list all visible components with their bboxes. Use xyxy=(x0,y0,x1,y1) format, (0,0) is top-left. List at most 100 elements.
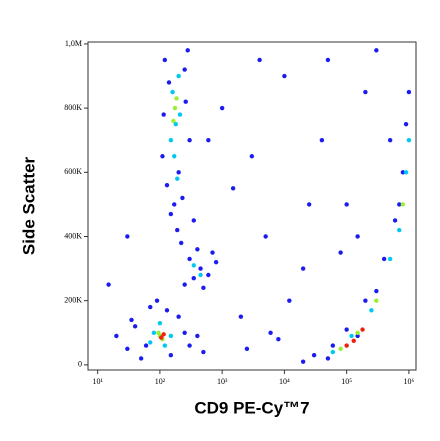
event-point xyxy=(183,99,188,104)
event-point xyxy=(374,288,379,294)
event-point xyxy=(344,343,349,348)
event-point xyxy=(175,176,180,181)
event-point xyxy=(230,186,236,191)
event-point xyxy=(363,298,368,303)
event-point xyxy=(360,327,365,332)
event-point xyxy=(170,89,175,95)
event-point xyxy=(161,112,166,117)
event-point xyxy=(164,182,170,188)
event-point xyxy=(148,340,153,345)
event-point xyxy=(355,234,360,239)
event-point xyxy=(397,202,402,207)
event-point xyxy=(369,308,374,313)
event-point xyxy=(168,353,174,358)
x-tick-label: 10¹ xyxy=(92,377,103,386)
event-point xyxy=(179,240,184,246)
x-axis-title: CD9 PE-Cy™7 xyxy=(194,398,309,417)
event-point xyxy=(132,324,138,329)
event-point xyxy=(355,330,360,335)
event-point xyxy=(330,343,336,348)
event-point xyxy=(276,336,281,342)
event-point xyxy=(114,333,119,339)
event-point xyxy=(143,343,149,348)
event-point xyxy=(191,218,196,223)
event-point xyxy=(403,121,409,127)
event-point xyxy=(159,335,164,340)
event-point xyxy=(191,276,196,281)
event-point xyxy=(325,57,331,63)
event-point xyxy=(125,346,130,352)
x-tick-label: 10³ xyxy=(217,377,228,386)
event-point xyxy=(156,330,161,335)
event-point xyxy=(182,330,187,335)
x-tick-label: 10² xyxy=(155,377,166,386)
event-point xyxy=(176,170,181,175)
event-point xyxy=(257,57,262,63)
event-point xyxy=(168,138,174,143)
event-point xyxy=(195,333,200,339)
event-point xyxy=(330,349,336,355)
event-point xyxy=(129,317,134,323)
event-point xyxy=(263,234,268,239)
event-point xyxy=(157,320,163,326)
event-point xyxy=(168,333,174,339)
event-point xyxy=(187,343,192,348)
event-point xyxy=(176,73,181,79)
event-point xyxy=(198,266,203,271)
event-point xyxy=(392,218,398,223)
event-point xyxy=(164,308,170,313)
event-point xyxy=(151,330,157,335)
y-tick-label: 1,0M xyxy=(65,39,82,48)
event-point xyxy=(172,154,177,159)
event-point xyxy=(374,298,379,303)
plot-frame xyxy=(87,41,417,371)
event-point xyxy=(201,349,206,355)
event-point xyxy=(125,234,130,239)
y-tick-label: 600K xyxy=(64,167,82,176)
event-point xyxy=(397,227,402,233)
event-point xyxy=(349,333,354,339)
event-point xyxy=(182,282,187,287)
event-point xyxy=(148,304,153,310)
event-point xyxy=(400,202,406,207)
event-point xyxy=(403,170,409,175)
event-point xyxy=(282,73,287,79)
event-point xyxy=(300,359,306,364)
event-point xyxy=(173,121,178,127)
event-point xyxy=(268,330,273,335)
event-point xyxy=(195,247,200,252)
event-point xyxy=(387,138,393,143)
event-point xyxy=(161,332,166,337)
event-point xyxy=(287,298,292,303)
event-point xyxy=(238,314,244,319)
event-point xyxy=(198,272,203,278)
event-point xyxy=(400,170,406,175)
event-point xyxy=(171,118,176,124)
event-point xyxy=(160,154,165,159)
event-point xyxy=(106,282,111,287)
event-point xyxy=(187,256,192,262)
event-point xyxy=(355,333,360,339)
event-point xyxy=(185,48,190,53)
event-point xyxy=(219,105,225,111)
event-point xyxy=(168,211,174,217)
event-point xyxy=(172,202,177,207)
event-point xyxy=(311,353,317,358)
y-tick-label: 400K xyxy=(64,231,82,240)
event-point xyxy=(180,195,185,201)
event-point xyxy=(406,89,412,95)
event-point xyxy=(351,338,356,343)
event-point xyxy=(206,272,211,278)
event-point xyxy=(182,67,187,72)
event-point xyxy=(162,57,168,63)
event-point xyxy=(363,89,368,95)
x-tick-label: 10⁵ xyxy=(341,377,352,386)
event-point xyxy=(191,263,196,268)
y-tick-label: 800K xyxy=(64,103,82,112)
event-point xyxy=(381,256,387,262)
event-point xyxy=(201,285,206,291)
event-point xyxy=(325,356,331,361)
event-point xyxy=(249,154,255,159)
x-tick-label: 10⁴ xyxy=(279,377,290,386)
